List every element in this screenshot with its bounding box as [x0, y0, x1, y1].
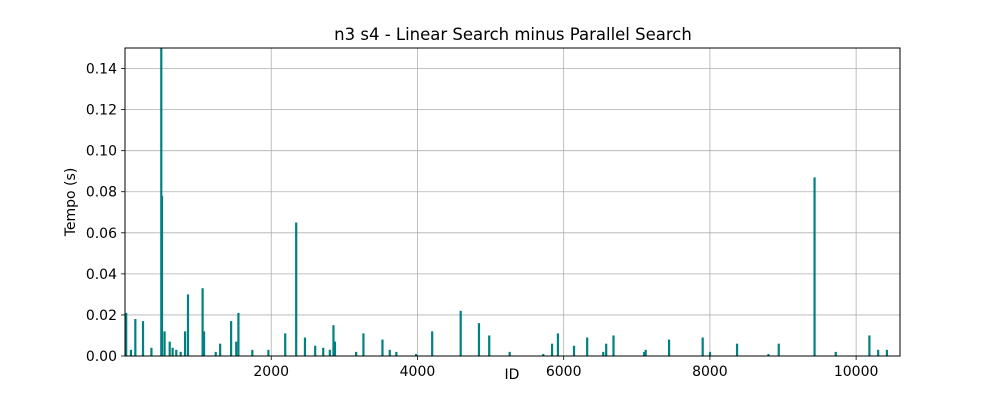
bar: [834, 351, 837, 356]
bar: [328, 349, 331, 356]
chart-title: n3 s4 - Linear Search minus Parallel Sea…: [334, 25, 692, 44]
bar: [230, 321, 233, 356]
bars: [125, 48, 889, 356]
bar: [643, 351, 646, 356]
bar: [701, 337, 704, 356]
bar: [355, 351, 358, 356]
bar: [183, 331, 187, 356]
bar: [284, 333, 287, 356]
plot-frame: [124, 47, 901, 357]
bar: [381, 339, 384, 356]
x-tick-label: 2000: [253, 364, 289, 380]
bar: [605, 343, 608, 356]
bar: [868, 335, 871, 356]
bar: [602, 351, 605, 356]
y-tick-label: 0.02: [86, 308, 117, 324]
bar: [168, 341, 171, 356]
bar: [395, 351, 398, 356]
bar: [644, 349, 647, 356]
bar: [134, 319, 137, 356]
bar: [477, 323, 481, 356]
bar: [431, 331, 434, 356]
bar: [160, 195, 164, 356]
bar: [550, 343, 554, 356]
bar: [612, 335, 615, 356]
bar: [175, 349, 178, 356]
bar: [333, 341, 337, 356]
bar: [777, 343, 780, 356]
bar: [214, 351, 217, 356]
bar: [129, 349, 133, 356]
bar: [667, 339, 671, 356]
bar: [572, 345, 576, 356]
bar: [201, 288, 204, 356]
bar: [332, 325, 335, 356]
bar: [219, 343, 222, 356]
bar: [459, 310, 462, 356]
y-tick-label: 0.10: [86, 144, 117, 160]
bar: [767, 353, 770, 356]
x-tick-label: 6000: [546, 364, 582, 380]
bar: [813, 177, 816, 356]
grid: [125, 48, 900, 357]
bar: [556, 333, 560, 356]
bar: [586, 337, 589, 356]
bar: [186, 294, 190, 356]
bar: [362, 333, 365, 356]
bar: [708, 351, 712, 356]
y-tick-label: 0.04: [86, 267, 117, 283]
x-tick-label: 10000: [834, 364, 879, 380]
bar: [885, 349, 889, 356]
bar: [150, 347, 153, 356]
y-tick-label: 0.08: [86, 185, 117, 201]
y-axis-label: Tempo (s): [63, 168, 79, 238]
y-tick-label: 0.14: [86, 62, 117, 78]
y-tick-label: 0.00: [86, 349, 117, 365]
bar: [488, 335, 491, 356]
bar: [125, 312, 128, 356]
y-tick-label: 0.06: [86, 226, 117, 242]
bar: [542, 353, 545, 356]
bar: [303, 337, 307, 356]
x-tick-label: 8000: [692, 364, 728, 380]
bar: [179, 351, 182, 356]
bar: [235, 341, 238, 356]
ticks: 2000 4000 6000 8000 10000 0.00 0.02 0.04 0.06 0.0…: [86, 62, 879, 380]
bar: [163, 331, 166, 356]
bar: [251, 349, 254, 356]
bar: [141, 321, 145, 356]
bar: [508, 351, 511, 356]
bar: [388, 349, 391, 356]
bar: [237, 312, 240, 356]
bar: [171, 347, 174, 356]
bar: [295, 222, 298, 356]
bar: [202, 331, 206, 356]
bar: [267, 349, 270, 356]
x-axis-label: ID: [505, 367, 520, 383]
y-tick-label: 0.12: [86, 103, 117, 119]
bar: [322, 347, 325, 356]
bar: [414, 353, 418, 356]
bar: [877, 349, 880, 356]
bar: [314, 345, 317, 356]
x-tick-label: 4000: [400, 364, 436, 380]
bar: [735, 343, 739, 356]
